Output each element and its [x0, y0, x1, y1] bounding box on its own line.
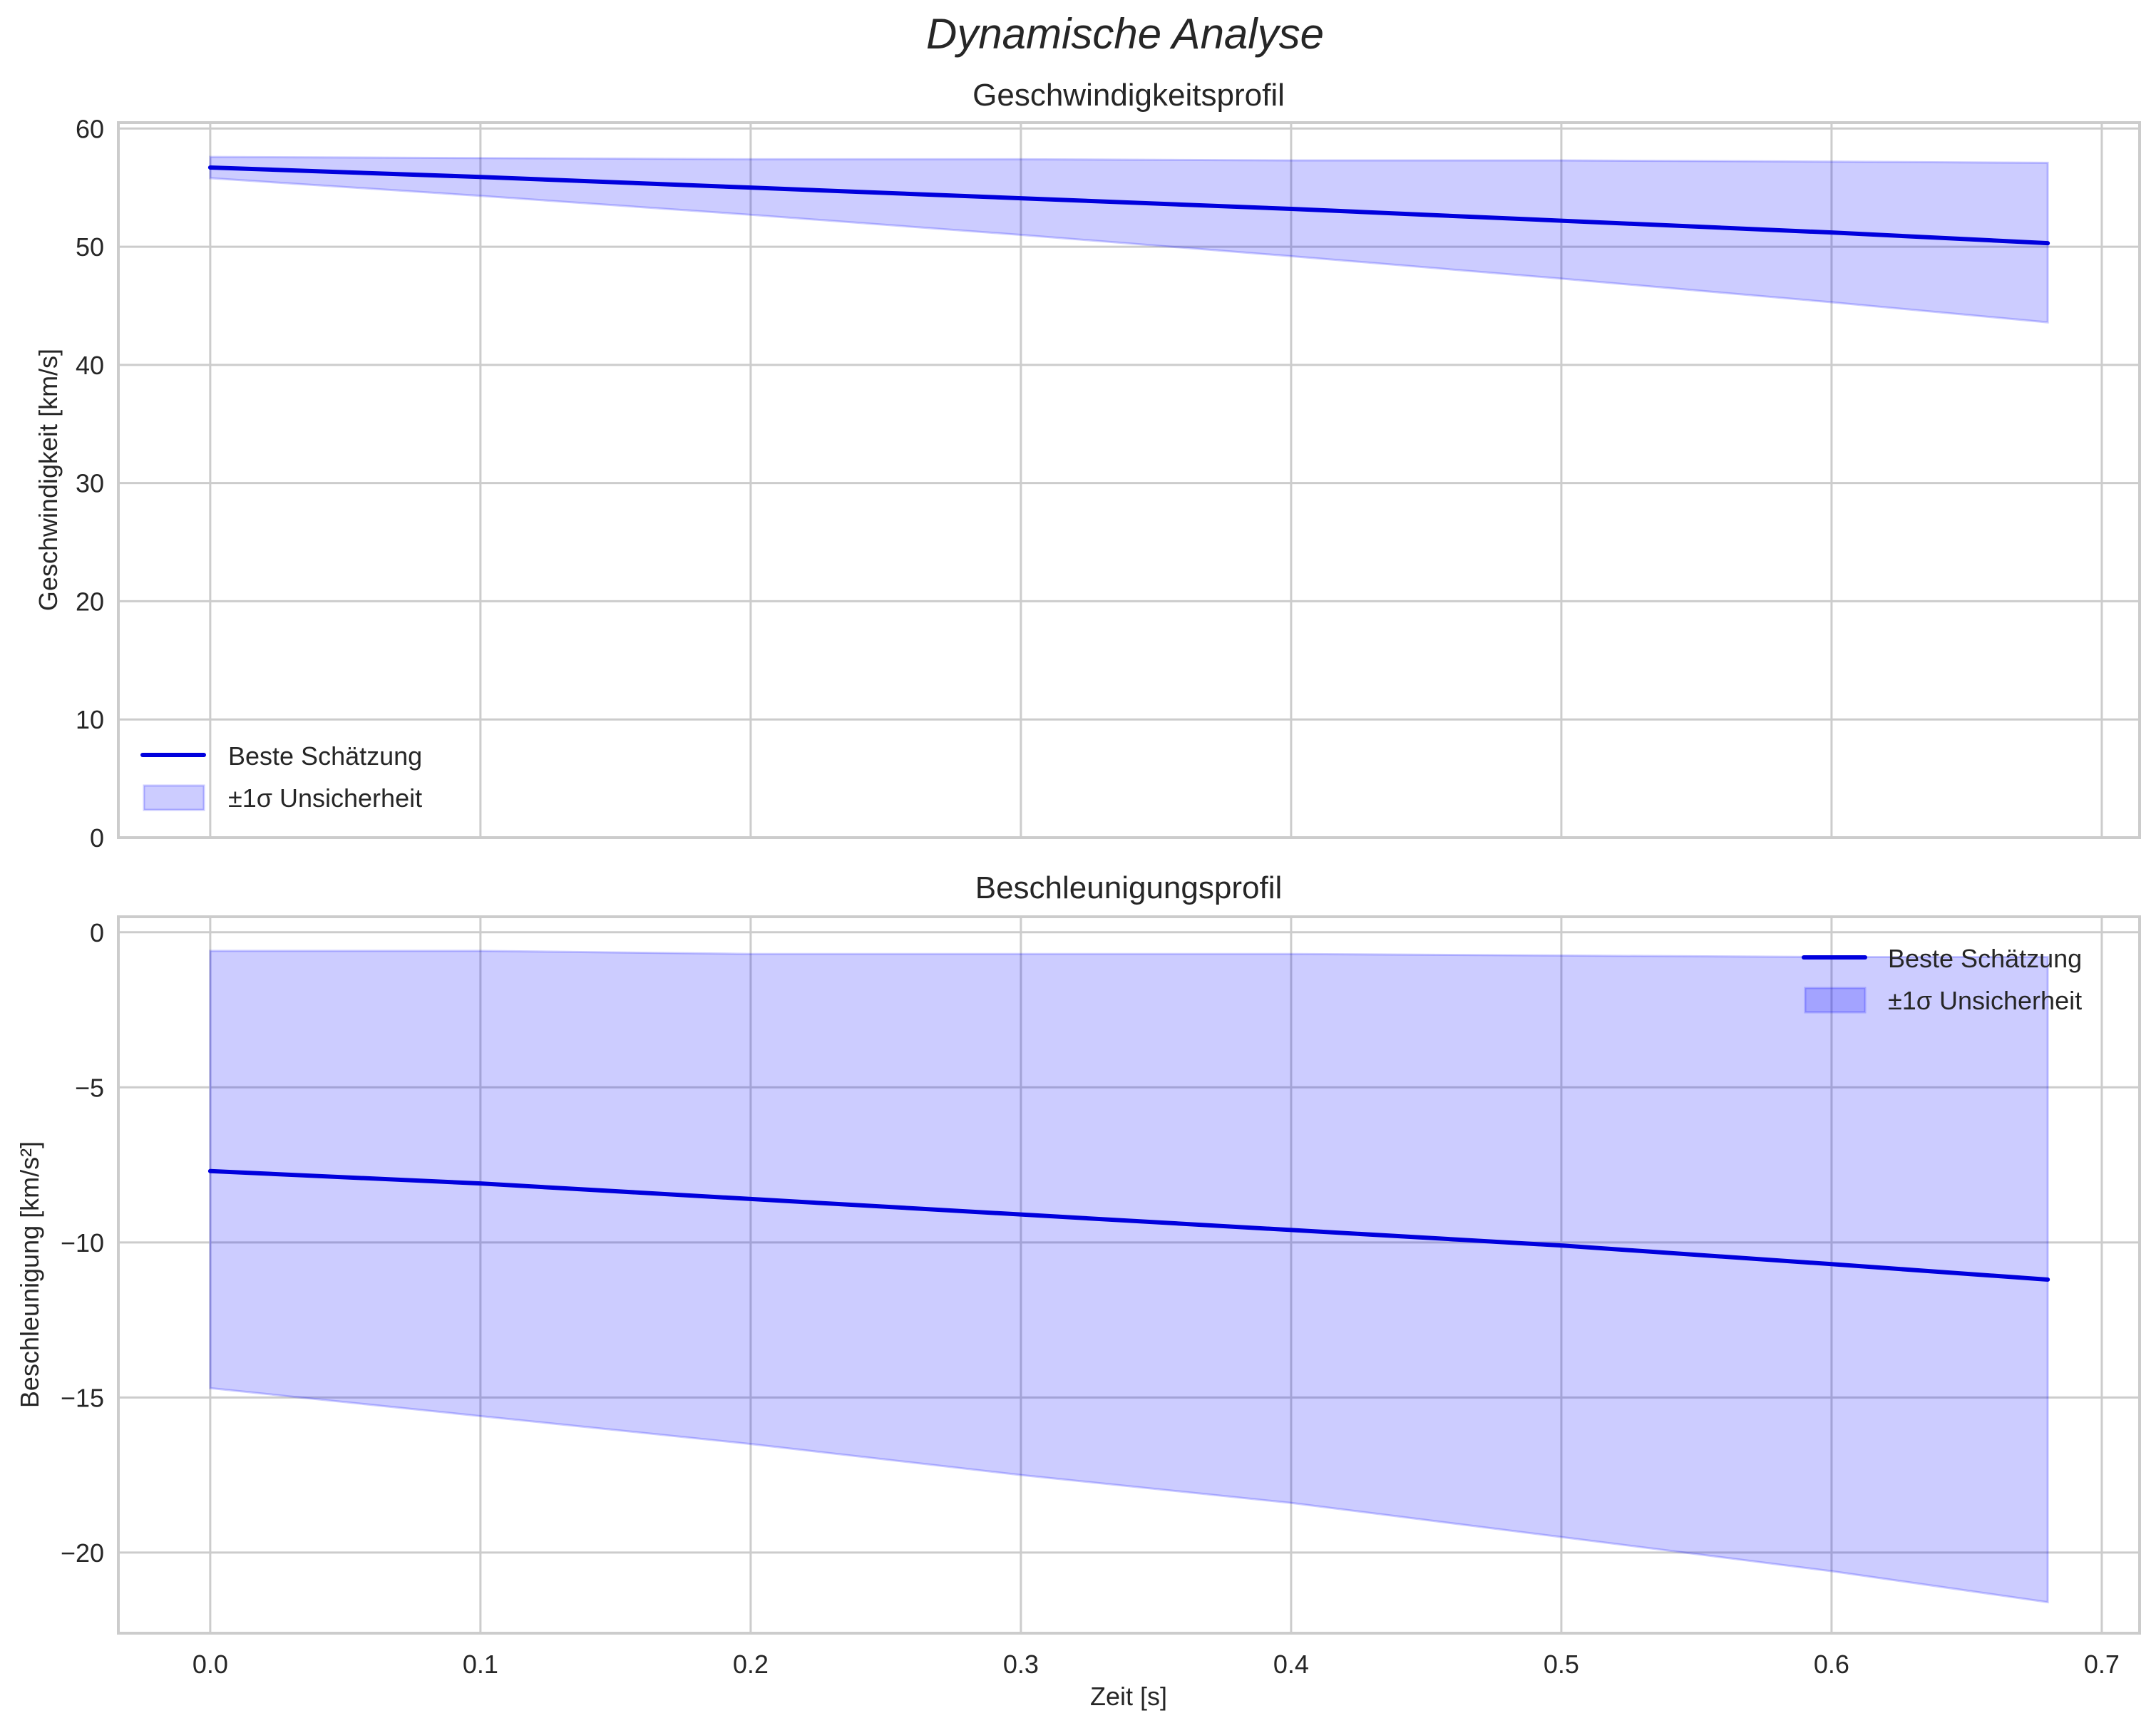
acceleration-chart-title: Beschleunigungsprofil: [975, 870, 1283, 905]
y-tick-label: −20: [61, 1538, 104, 1568]
best-estimate-line: [207, 165, 2050, 246]
y-tick-label: −5: [75, 1073, 104, 1102]
acceleration-x-ticks: 0.0 0.1 0.2 0.3 0.4 0.5 0.6 0.7: [192, 1650, 2120, 1679]
legend-label-uncertainty: ±1σ Unsicherheit: [228, 783, 422, 813]
x-tick-label: 0.7: [2084, 1650, 2120, 1679]
velocity-y-ticks: 0 10 20 30 40 50 60: [76, 114, 104, 853]
y-tick-label: 20: [76, 587, 104, 616]
y-tick-label: 30: [76, 469, 104, 498]
velocity-best-estimate-line: [207, 165, 2050, 246]
uncertainty-band: [209, 155, 2049, 324]
velocity-legend: Beste Schätzung ±1σ Unsicherheit: [140, 741, 422, 813]
y-tick-label: 50: [76, 232, 104, 262]
legend-label-best-estimate: Beste Schätzung: [1888, 944, 2082, 973]
legend-band-swatch: [143, 784, 205, 811]
acceleration-uncertainty-band: [209, 950, 2049, 1604]
y-tick-label: −15: [61, 1383, 104, 1412]
acceleration-y-axis-label: Beschleunigung [km/s²]: [15, 1141, 44, 1408]
x-tick-label: 0.4: [1273, 1650, 1309, 1679]
velocity-grid: [118, 123, 2140, 839]
x-axis-label: Zeit [s]: [1090, 1682, 1167, 1711]
x-tick-label: 0.0: [192, 1650, 228, 1679]
acceleration-grid: [118, 917, 2140, 1633]
velocity-y-axis-label: Geschwindigkeit [km/s]: [34, 349, 63, 611]
x-tick-label: 0.1: [463, 1650, 498, 1679]
x-tick-label: 0.5: [1544, 1650, 1579, 1679]
uncertainty-band: [209, 950, 2049, 1604]
acceleration-chart: Beschleunigungsprofil 0−5−10−15−20 0.0 0.…: [15, 870, 2141, 1711]
velocity-chart: Geschwindigkeitsprofil 0 10 20 30 40 50 60 Ges…: [34, 78, 2141, 853]
legend-label-best-estimate: Beste Schätzung: [228, 741, 422, 771]
x-tick-label: 0.3: [1003, 1650, 1039, 1679]
acceleration-best-estimate-line: [207, 1168, 2050, 1282]
legend-label-uncertainty: ±1σ Unsicherheit: [1888, 986, 2082, 1015]
x-tick-label: 0.6: [1814, 1650, 1849, 1679]
y-tick-label: 0: [90, 823, 104, 853]
acceleration-axes-frame: [117, 915, 2141, 1635]
y-tick-label: 10: [76, 705, 104, 734]
y-tick-label: 40: [76, 351, 104, 380]
acceleration-y-ticks: 0 −5 −10 −15 −20: [61, 918, 104, 1568]
y-tick-label: 0: [90, 918, 104, 947]
velocity-chart-title: Geschwindigkeitsprofil: [972, 78, 1285, 113]
figure-title: Dynamische Analyse: [926, 10, 1324, 58]
velocity-uncertainty-band: [209, 155, 2049, 324]
x-tick-label: 0.2: [733, 1650, 769, 1679]
y-tick-label: 60: [76, 114, 104, 143]
acceleration-legend: Beste Schätzung ±1σ Unsicherheit: [1802, 944, 2082, 1015]
velocity-axes-frame: [117, 121, 2141, 839]
y-tick-label: −10: [61, 1228, 104, 1258]
best-estimate-line: [207, 1168, 2050, 1282]
legend-band-swatch: [1804, 987, 1867, 1014]
